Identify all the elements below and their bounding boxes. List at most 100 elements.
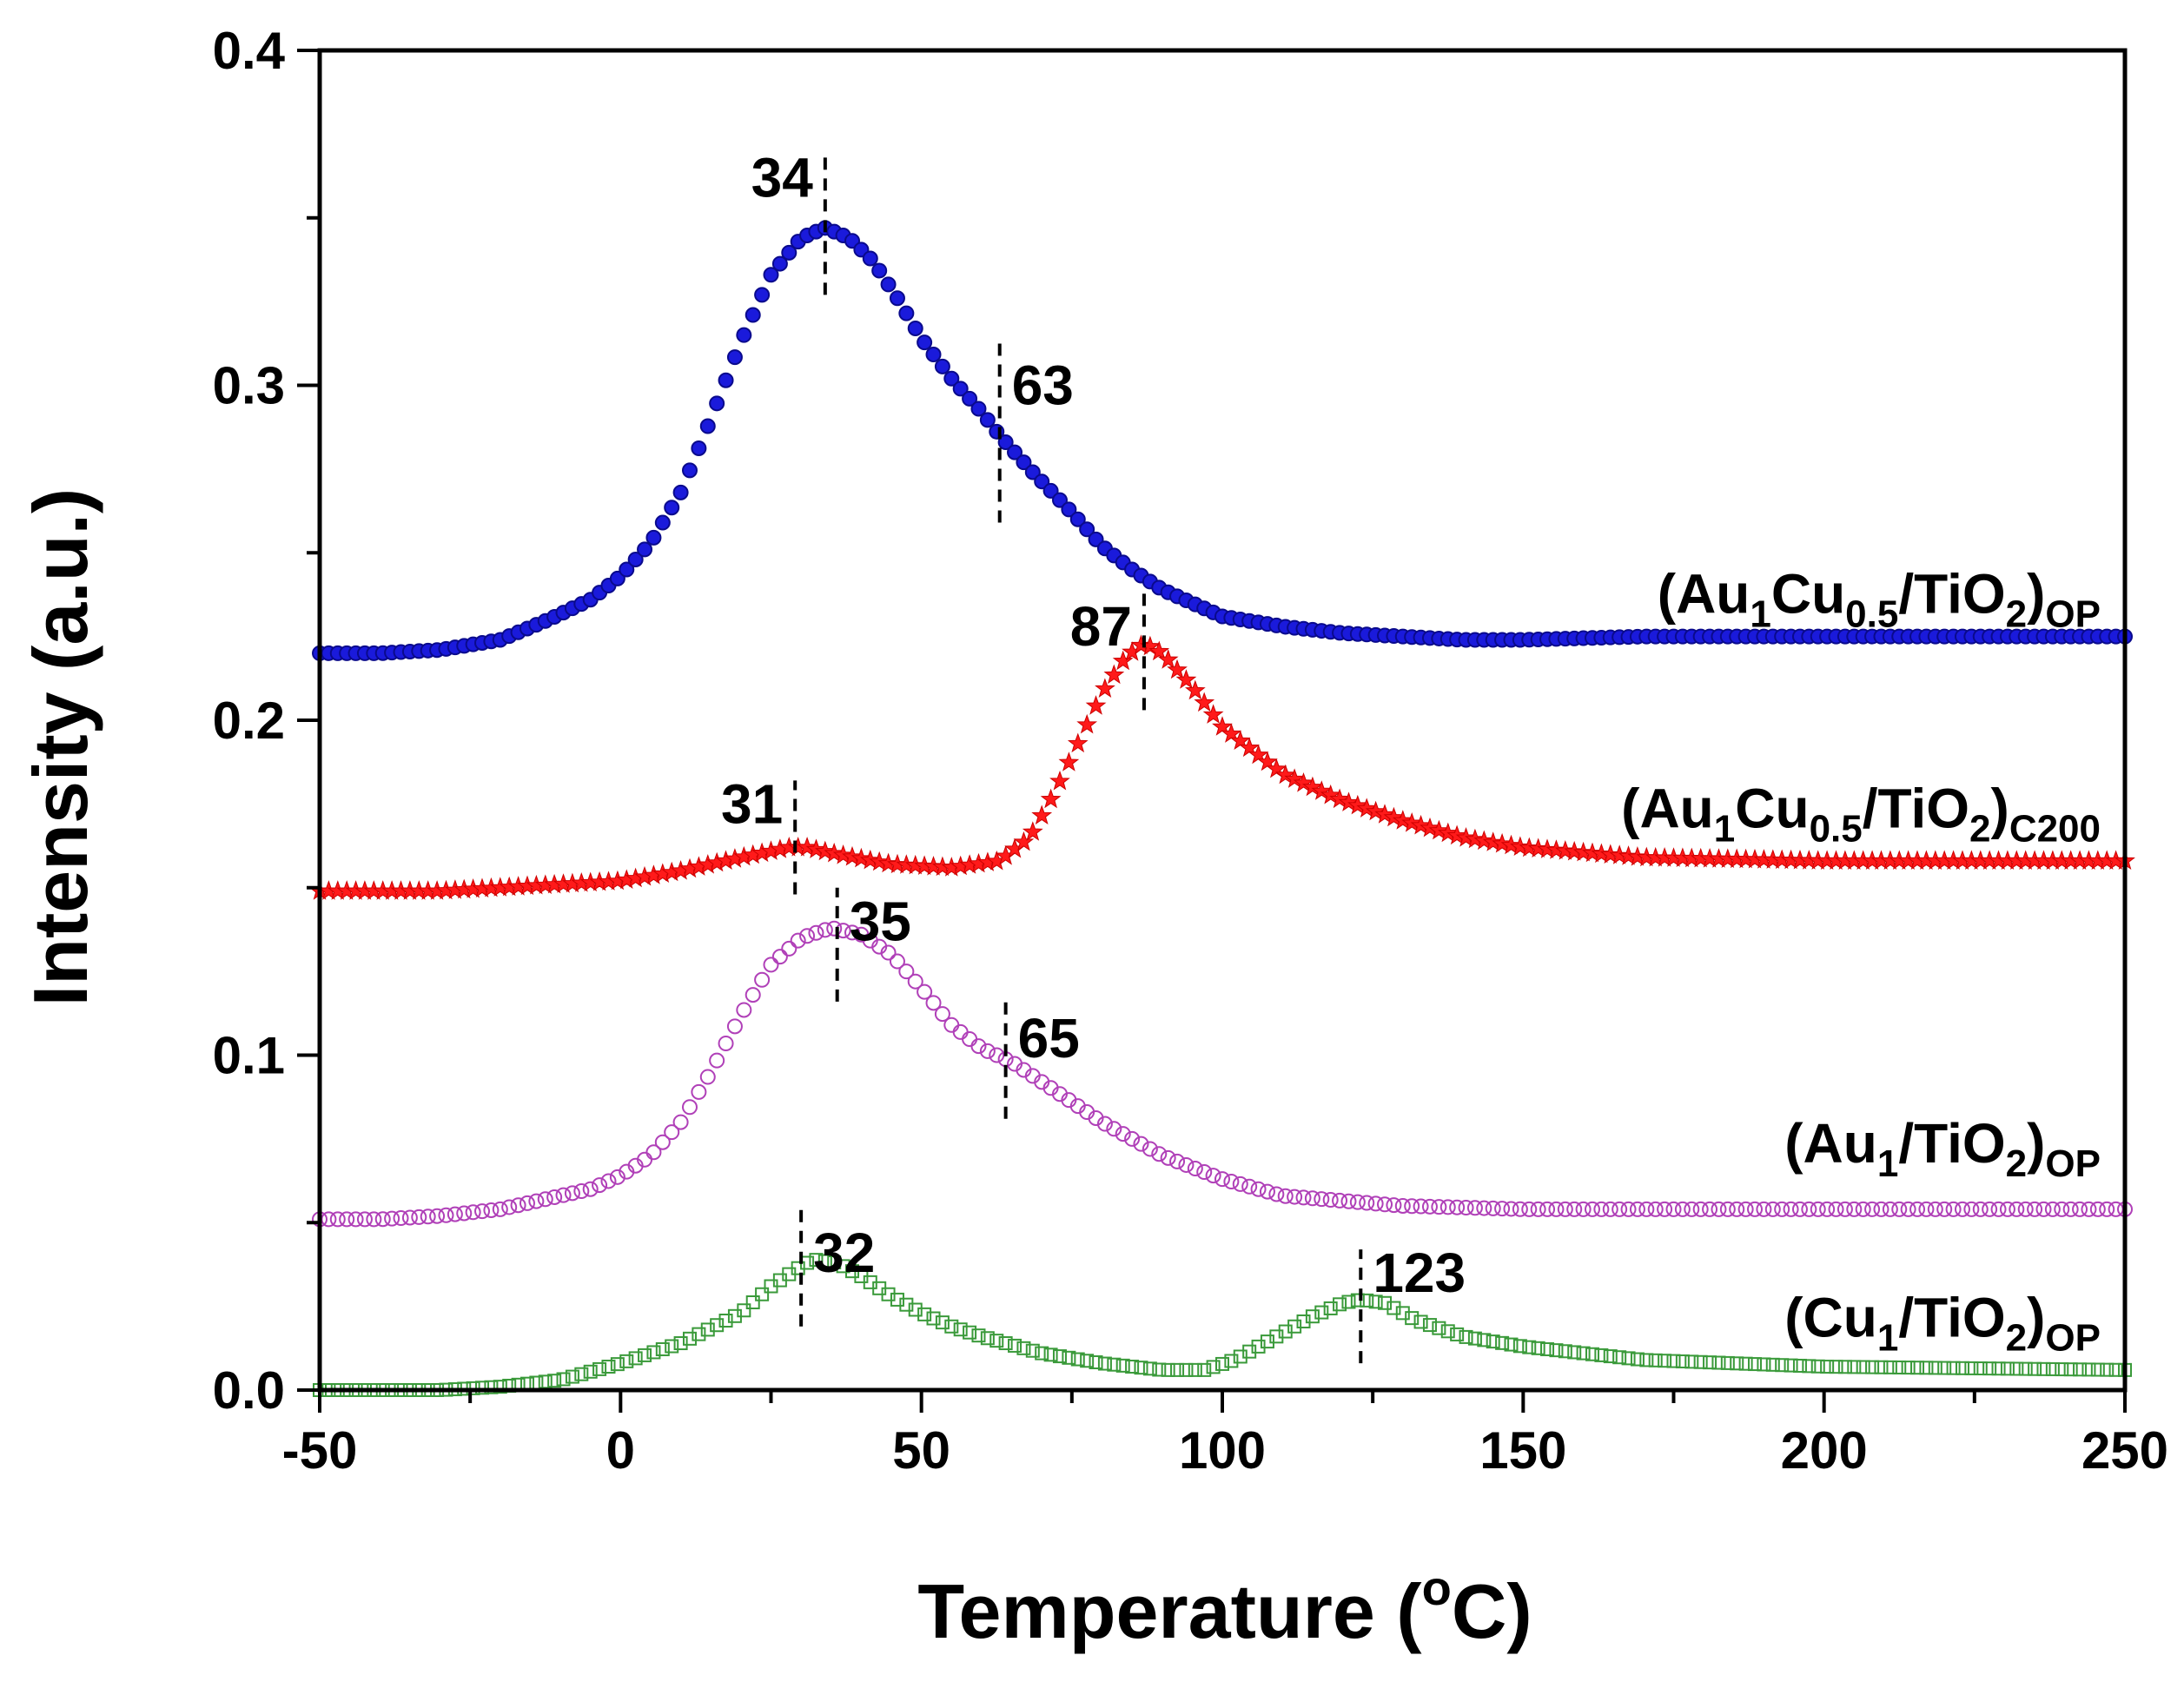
data-point: [862, 250, 878, 267]
data-point: [1820, 1360, 1835, 1374]
data-point: [1404, 1198, 1420, 1215]
data-point: [1142, 1141, 1158, 1157]
peak-label: 34: [751, 146, 814, 209]
data-point: [826, 920, 843, 937]
data-point: [1512, 1339, 1527, 1354]
data-point: [737, 1303, 751, 1318]
data-point: [1160, 1149, 1176, 1166]
data-point: [447, 1206, 463, 1222]
data-point: [1025, 1343, 1040, 1358]
data-point: [2028, 1361, 2042, 1376]
y-tick-label: 0.1: [213, 1027, 285, 1085]
x-tick-label: 200: [1781, 1421, 1868, 1480]
data-point: [1250, 1181, 1267, 1197]
data-point: [1367, 1195, 1384, 1212]
data-point: [1802, 1359, 1817, 1374]
data-point: [1088, 1109, 1104, 1126]
data-point: [1711, 1201, 1727, 1217]
data-point: [1069, 511, 1086, 527]
data-point: [610, 1357, 625, 1372]
x-axis-title-main: Temperature (: [917, 1568, 1422, 1654]
data-point: [1088, 531, 1104, 547]
data-point: [1268, 1186, 1285, 1202]
data-point: [963, 1325, 977, 1340]
data-point: [817, 1254, 832, 1268]
data-point: [1864, 1201, 1881, 1217]
data-point: [1311, 780, 1333, 800]
data-point: [943, 370, 960, 387]
data-point: [655, 1341, 670, 1356]
series-labels: (Au1Cu0.5/TiO2)OP (Au1Cu0.5/TiO2)C200 (Au1…: [1621, 563, 2101, 1360]
data-point: [1504, 1337, 1519, 1352]
data-point: [1494, 1201, 1511, 1217]
data-point: [1233, 1349, 1248, 1364]
data-point: [962, 1030, 978, 1047]
data-point: [1089, 1355, 1103, 1370]
data-point: [1167, 659, 1188, 679]
data-point: [565, 1369, 579, 1384]
data-point: [1485, 1200, 1501, 1216]
data-point: [754, 971, 771, 988]
data-point: [582, 1181, 599, 1197]
data-point: [980, 1331, 995, 1346]
data-point: [672, 484, 689, 500]
data-point: [1928, 1361, 1942, 1375]
data-point: [1085, 695, 1107, 715]
data-point: [700, 1322, 715, 1337]
data-point: [1621, 1351, 1636, 1366]
data-point: [1422, 1318, 1437, 1333]
data-point: [1356, 798, 1378, 818]
data-point: [1703, 1355, 1717, 1370]
data-point: [1115, 1358, 1130, 1373]
data-point: [1377, 1196, 1393, 1213]
x-tick-label: 50: [892, 1421, 950, 1480]
data-point: [1386, 1197, 1402, 1214]
data-point: [781, 940, 797, 957]
data-point: [1612, 1350, 1627, 1365]
data-point: [1558, 1344, 1572, 1359]
data-point: [1449, 1199, 1466, 1215]
data-point: [2055, 1362, 2069, 1377]
data-point: [654, 514, 671, 531]
data-point: [1013, 831, 1035, 851]
data-point: [1169, 1153, 1186, 1169]
data-point: [1179, 1362, 1194, 1377]
data-point: [1972, 1201, 1989, 1217]
data-point: [1420, 817, 1440, 838]
data-point: [907, 320, 923, 336]
data-point: [1837, 1360, 1852, 1374]
data-point: [1187, 1160, 1203, 1176]
data-point: [1295, 1189, 1312, 1206]
x-tick-label: 0: [606, 1421, 635, 1480]
data-point: [1521, 1201, 1538, 1217]
data-point: [1387, 1301, 1401, 1315]
data-point: [745, 307, 761, 323]
data-point: [1008, 1338, 1023, 1353]
data-point: [1350, 1293, 1365, 1308]
data-point: [1764, 1201, 1781, 1217]
x-axis-title-tail: C): [1452, 1568, 1532, 1654]
data-point: [1775, 1358, 1790, 1373]
data-point: [546, 1189, 563, 1205]
data-point: [1901, 1361, 1916, 1375]
data-point: [1593, 1201, 1610, 1217]
data-point: [1883, 1360, 1897, 1374]
data-point: [1152, 1362, 1167, 1377]
x-tick-label: 100: [1179, 1421, 1266, 1480]
data-point: [1693, 1354, 1708, 1369]
data-point: [1531, 1341, 1545, 1355]
data-point: [1730, 1356, 1744, 1371]
data-point: [1374, 804, 1395, 824]
data-point: [1161, 1362, 1175, 1377]
data-point: [1784, 1358, 1798, 1373]
data-point: [1757, 1357, 1771, 1372]
data-point: [1293, 772, 1314, 792]
data-point: [1413, 1198, 1429, 1215]
data-point: [1647, 1201, 1664, 1217]
data-point: [710, 1318, 725, 1333]
data-point: [943, 1016, 960, 1033]
data-point: [420, 1209, 436, 1225]
data-point: [899, 1297, 914, 1312]
data-point: [898, 305, 915, 321]
